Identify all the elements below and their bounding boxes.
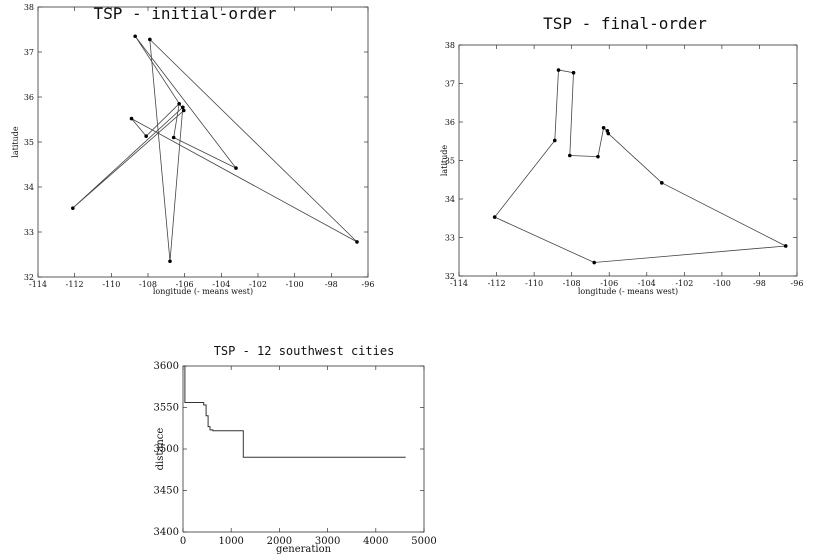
y-tick-label: 34 — [24, 183, 34, 192]
x-tick-label: -108 — [139, 280, 157, 289]
tour-path — [72, 35, 358, 262]
y-tick-label: 3500 — [154, 444, 179, 455]
y-tick-label: 36 — [445, 118, 455, 127]
y-tick-label: 35 — [24, 138, 34, 147]
x-tick-label: -102 — [249, 280, 267, 289]
y-tick-label: 37 — [24, 48, 34, 57]
x-tick-label: -98 — [753, 279, 766, 288]
x-tick-label: 2000 — [267, 536, 292, 547]
y-tick-label: 38 — [445, 41, 455, 50]
tsp-final-order-chart: TSP - final-order -114 -112 -110 -108 -106 -10… — [440, 14, 803, 296]
y-tick-label: 3600 — [154, 361, 179, 372]
y-tick-label: 37 — [445, 80, 455, 89]
city-point — [144, 134, 148, 138]
x-tick-label: 4000 — [363, 536, 388, 547]
tour-path — [494, 69, 788, 263]
city-point — [556, 68, 561, 72]
x-tick-label: -96 — [791, 279, 804, 288]
y-tick-label: 36 — [24, 93, 34, 102]
city-point — [552, 138, 557, 143]
tsp-distance-convergence-chart: TSP - 12 southwest cities 0 1000 2000 3000 40… — [154, 344, 437, 555]
chart-title: TSP - initial-order — [93, 4, 276, 23]
y-tick-label: 33 — [24, 228, 34, 237]
x-tick-label: -114 — [29, 280, 47, 289]
y-axis-label: latitude — [440, 145, 449, 177]
tsp-initial-order-chart: TSP - initial-order -114 -112 -110 -108 -106 -… — [11, 3, 374, 296]
city-point — [601, 125, 606, 130]
y-tick-label: 32 — [445, 272, 455, 281]
plot-frame — [458, 44, 798, 277]
city-point — [177, 101, 181, 106]
x-axis-label: longitude (- means west) — [153, 287, 253, 296]
city-point — [783, 244, 788, 248]
plot-frame — [182, 365, 425, 533]
city-point — [660, 181, 664, 185]
y-tick-label: 33 — [445, 234, 455, 243]
city-point — [234, 166, 238, 170]
x-tick-label: -98 — [325, 280, 338, 289]
x-tick-label: -106 — [176, 280, 194, 289]
city-point — [148, 37, 152, 42]
x-axis-label: longitude (- means west) — [578, 287, 678, 296]
y-tick-label: 32 — [24, 273, 34, 282]
x-tick-label: -112 — [66, 280, 84, 289]
city-point — [355, 240, 359, 244]
x-tick-label: -100 — [286, 280, 304, 289]
x-tick-label: 3000 — [315, 536, 340, 547]
y-tick-label: 3550 — [154, 403, 179, 414]
y-tick-label: 3400 — [154, 527, 179, 538]
city-point — [571, 70, 576, 75]
y-tick-label: 3450 — [154, 486, 179, 497]
plot-frame — [37, 6, 369, 278]
city-point — [181, 108, 186, 113]
x-tick-label: -96 — [362, 280, 375, 289]
city-point — [592, 260, 596, 265]
x-tick-label: 1000 — [218, 536, 243, 547]
chart-title: TSP - final-order — [543, 14, 707, 33]
x-tick-label: -114 — [450, 279, 468, 288]
city-point — [606, 131, 611, 136]
city-point — [596, 154, 600, 159]
y-tick-label: 38 — [24, 3, 34, 12]
city-point — [168, 259, 172, 264]
x-tick-label: -110 — [102, 280, 120, 289]
y-axis-label: distance — [155, 428, 166, 471]
x-axis-label: generation — [276, 544, 332, 555]
city-point — [133, 34, 137, 39]
city-point — [129, 116, 134, 121]
city-point — [567, 153, 572, 158]
x-tick-label: -104 — [212, 280, 230, 289]
distance-series-line — [183, 365, 406, 458]
y-tick-label: 34 — [445, 195, 455, 204]
x-tick-label: -100 — [713, 279, 731, 288]
city-point — [71, 206, 75, 210]
city-point — [171, 135, 176, 140]
x-tick-label: -110 — [525, 279, 543, 288]
x-tick-label: -106 — [600, 279, 618, 288]
city-point — [181, 105, 185, 110]
chart-title: TSP - 12 southwest cities — [214, 344, 395, 358]
x-tick-label: -104 — [638, 279, 656, 288]
city-point — [492, 215, 497, 219]
x-tick-label: 5000 — [411, 536, 436, 547]
y-axis-label: latitude — [11, 126, 20, 158]
x-tick-label: 0 — [180, 536, 186, 547]
x-tick-label: -112 — [488, 279, 506, 288]
x-tick-label: -102 — [675, 279, 693, 288]
y-tick-label: 35 — [445, 157, 455, 166]
x-tick-label: -108 — [563, 279, 581, 288]
